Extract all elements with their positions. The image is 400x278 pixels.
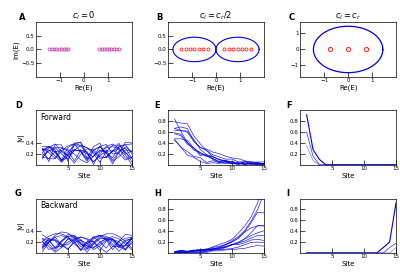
X-axis label: Site: Site bbox=[342, 173, 355, 178]
Title: $c_l=0$: $c_l=0$ bbox=[72, 10, 96, 22]
Text: E: E bbox=[154, 101, 159, 110]
X-axis label: Site: Site bbox=[342, 261, 355, 267]
Text: B: B bbox=[157, 13, 163, 21]
Text: D: D bbox=[15, 101, 22, 110]
Text: A: A bbox=[19, 13, 25, 21]
Title: $c_l=c_r/2$: $c_l=c_r/2$ bbox=[200, 10, 232, 22]
Text: G: G bbox=[15, 189, 22, 198]
Text: C: C bbox=[289, 13, 295, 21]
X-axis label: Re(E): Re(E) bbox=[75, 85, 93, 91]
Title: $c_l=c_r$: $c_l=c_r$ bbox=[335, 12, 361, 22]
Y-axis label: Im(E): Im(E) bbox=[13, 40, 20, 59]
Y-axis label: |v|: |v| bbox=[18, 221, 24, 230]
X-axis label: Re(E): Re(E) bbox=[207, 85, 225, 91]
X-axis label: Site: Site bbox=[77, 173, 90, 178]
Text: Backward: Backward bbox=[40, 201, 77, 210]
X-axis label: Site: Site bbox=[77, 261, 90, 267]
Y-axis label: |v|: |v| bbox=[18, 133, 24, 142]
X-axis label: Re(E): Re(E) bbox=[339, 85, 357, 91]
Text: F: F bbox=[286, 101, 292, 110]
X-axis label: Site: Site bbox=[209, 261, 223, 267]
Text: H: H bbox=[154, 189, 161, 198]
Text: Forward: Forward bbox=[40, 113, 71, 122]
X-axis label: Site: Site bbox=[209, 173, 223, 178]
Text: I: I bbox=[286, 189, 289, 198]
